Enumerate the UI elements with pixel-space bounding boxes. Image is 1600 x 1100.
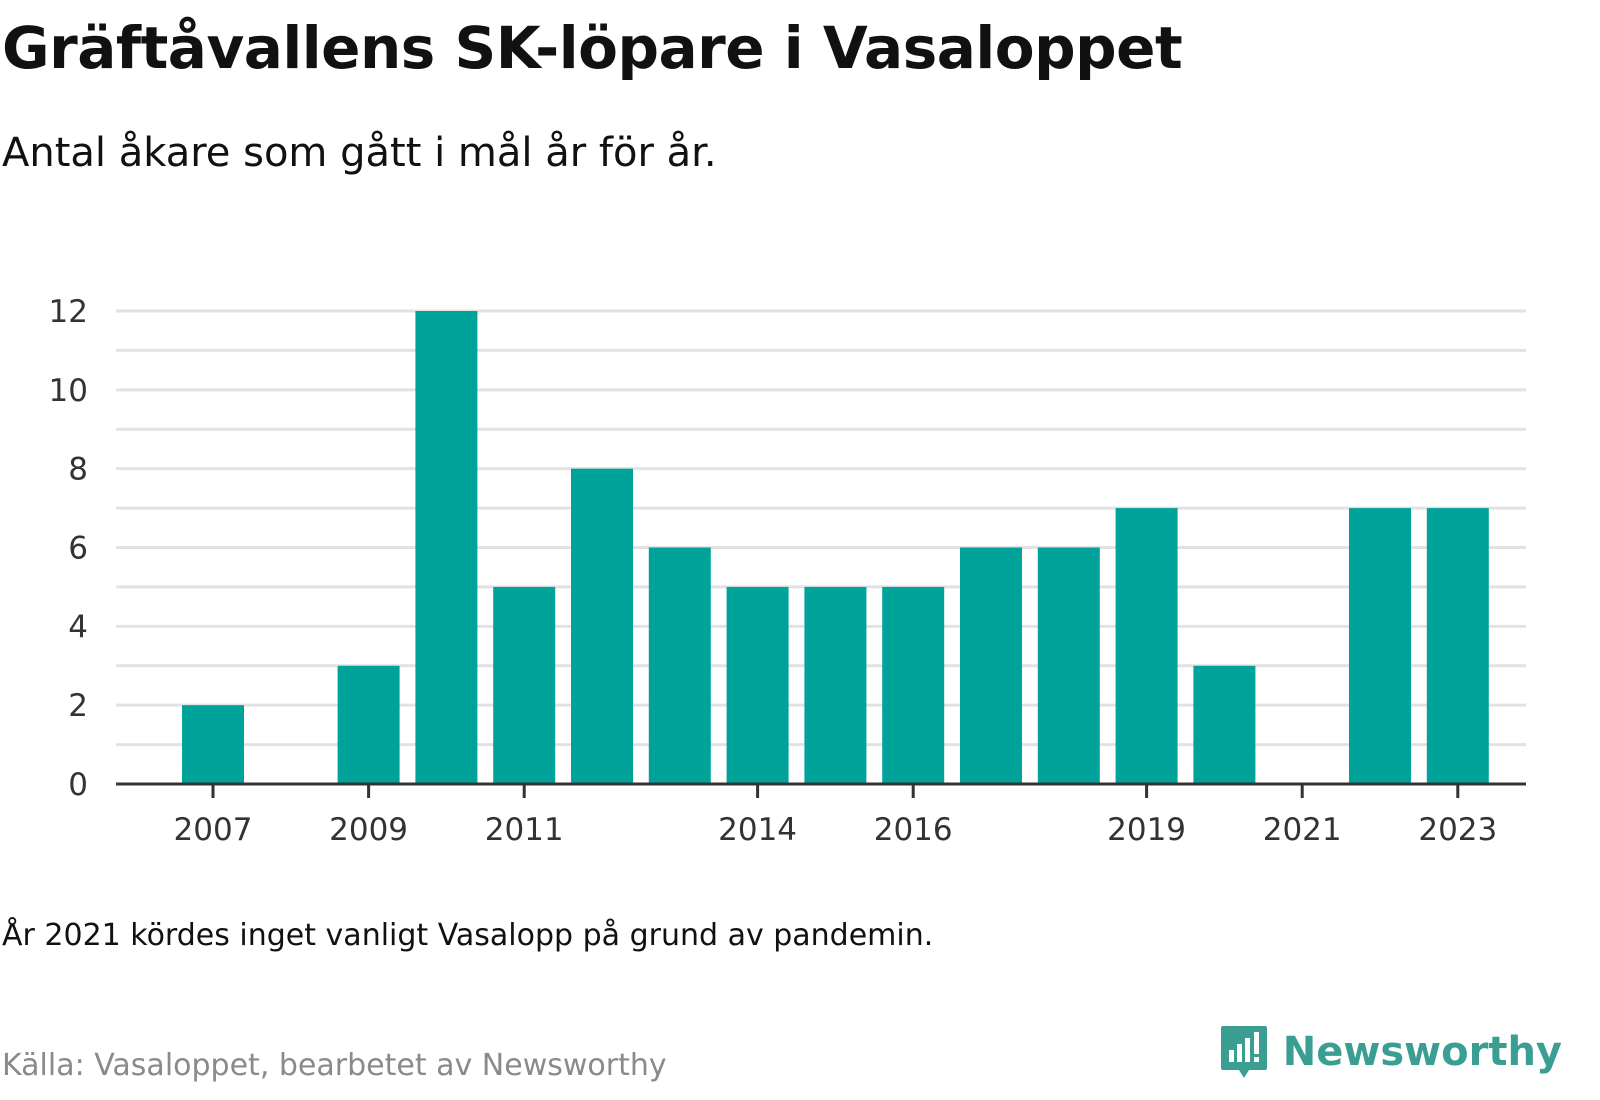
bar-2018: [1037, 547, 1100, 784]
chart-subtitle: Antal åkare som gått i mål år för år.: [2, 130, 717, 176]
bars: [182, 311, 1489, 784]
bar-2012: [571, 468, 633, 784]
bar-2017: [960, 547, 1022, 784]
y-tick-label: 2: [68, 688, 88, 724]
bar-2015: [804, 586, 867, 784]
brand-logo: Newsworthy: [1219, 1024, 1562, 1080]
y-tick-label: 12: [49, 294, 88, 330]
x-tick-label: 2021: [1263, 812, 1342, 848]
x-axis-ticks: 2007 2009 2011 2014 2016 2019 2021 2023: [174, 784, 1497, 848]
x-tick-label: 2007: [174, 812, 253, 848]
y-tick-label: 10: [49, 373, 88, 409]
bar-2014: [726, 586, 789, 784]
newsworthy-logo-icon: [1220, 1026, 1267, 1078]
chart-note: År 2021 kördes inget vanligt Vasalopp på…: [2, 918, 934, 953]
bar-2011: [493, 586, 556, 784]
bar-2009: [337, 665, 400, 784]
bar-2007: [182, 705, 244, 784]
x-tick-label: 2009: [329, 812, 408, 848]
y-tick-label: 4: [68, 609, 88, 645]
bar-2023: [1426, 508, 1489, 784]
chart-title: Gräftåvallens SK-löpare i Vasaloppet: [2, 14, 1183, 82]
y-tick-label: 6: [68, 531, 88, 567]
x-tick-label: 2019: [1107, 812, 1186, 848]
bar-2022: [1349, 508, 1411, 784]
bar-2010: [415, 311, 478, 784]
brand-name: Newsworthy: [1282, 1029, 1562, 1075]
x-tick-label: 2011: [485, 812, 564, 848]
source-credit: Källa: Vasaloppet, bearbetet av Newswort…: [2, 1048, 667, 1083]
y-axis-ticks: 0 2 4 6 8 10 12: [49, 294, 88, 803]
x-tick-label: 2014: [718, 812, 797, 848]
x-tick-label: 2016: [874, 812, 953, 848]
x-tick-label: 2023: [1418, 812, 1497, 848]
bar-2020: [1193, 665, 1256, 784]
bar-2013: [648, 547, 711, 784]
bar-2016: [882, 586, 945, 784]
y-tick-label: 0: [68, 767, 88, 803]
y-tick-label: 8: [68, 452, 88, 488]
gridlines: [116, 309, 1526, 747]
bar-2019: [1115, 508, 1178, 784]
